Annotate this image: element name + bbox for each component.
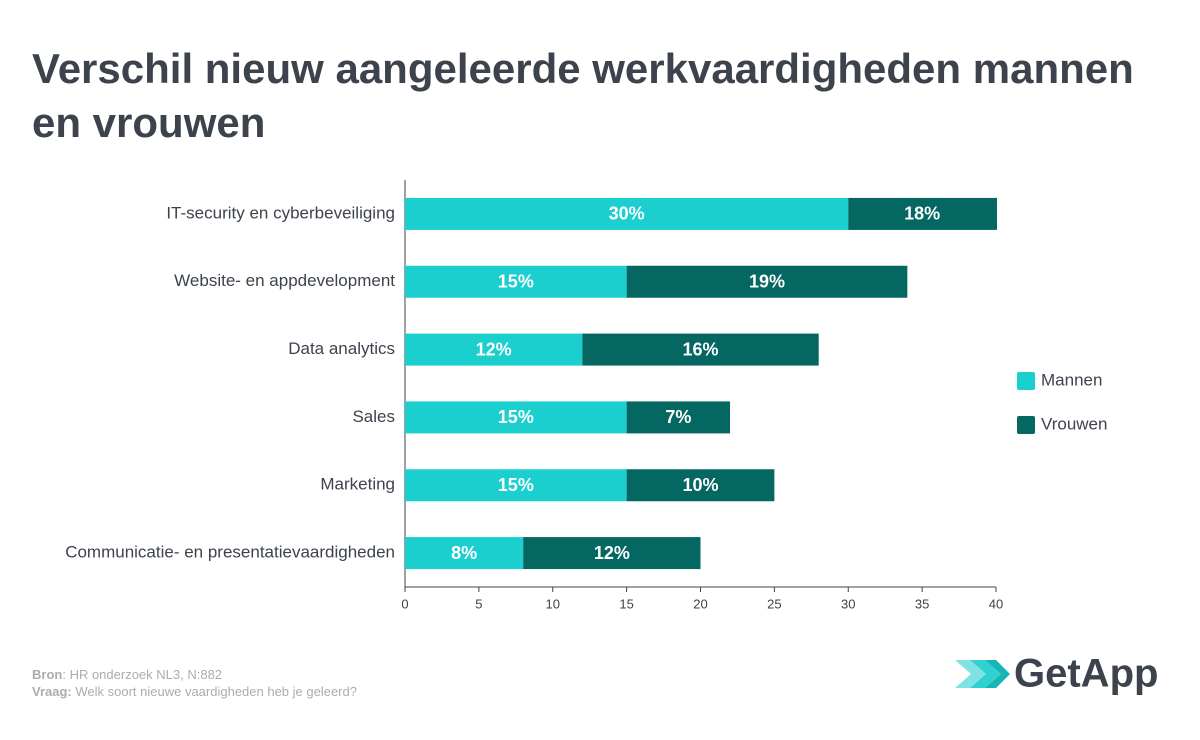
- x-tick-label: 0: [401, 596, 408, 611]
- question-text: Welk soort nieuwe vaardigheden heb je ge…: [71, 684, 357, 699]
- legend-label: Vrouwen: [1041, 414, 1107, 433]
- data-label: 8%: [451, 543, 477, 563]
- y-tick-label: Website- en appdevelopment: [174, 271, 395, 290]
- source: Bron: HR onderzoek NL3, N:882: [32, 666, 357, 683]
- x-tick-label: 15: [619, 596, 633, 611]
- x-tick-label: 20: [693, 596, 707, 611]
- x-tick-label: 10: [546, 596, 560, 611]
- data-label: 19%: [749, 272, 785, 292]
- footer: Bron: HR onderzoek NL3, N:882 Vraag: Wel…: [32, 666, 357, 700]
- data-label: 7%: [665, 407, 691, 427]
- bar-segment: [405, 197, 849, 230]
- bar-segment: [405, 537, 524, 570]
- x-tick-label: 35: [915, 596, 929, 611]
- bar-segment: [848, 197, 997, 230]
- bar-segment: [405, 469, 627, 502]
- data-label: 15%: [498, 272, 534, 292]
- bar-segment: [405, 265, 627, 298]
- y-tick-label: Data analytics: [288, 339, 395, 358]
- bar-segment: [405, 401, 627, 434]
- data-label: 12%: [476, 339, 512, 359]
- data-label: 10%: [682, 475, 718, 495]
- legend-label: Mannen: [1041, 370, 1102, 389]
- y-tick-label: Sales: [352, 407, 395, 426]
- legend-swatch: [1017, 372, 1035, 390]
- y-tick-label: IT-security en cyberbeveiliging: [166, 203, 395, 222]
- source-label: Bron: [32, 667, 63, 682]
- source-text: : HR onderzoek NL3, N:882: [62, 667, 223, 682]
- y-tick-label: Marketing: [320, 475, 395, 494]
- bar-segment: [582, 333, 819, 366]
- logo-text: GetApp: [1014, 652, 1158, 696]
- data-label: 12%: [594, 543, 630, 563]
- logo-icon: [955, 660, 1010, 688]
- data-label: 15%: [498, 407, 534, 427]
- bars: [405, 197, 997, 570]
- y-tick-label: Communicatie- en presentatievaardigheden: [65, 543, 395, 562]
- bar-segment: [523, 537, 701, 570]
- x-tick-label: 40: [989, 596, 1003, 611]
- data-label: 18%: [904, 204, 940, 224]
- x-tick-label: 30: [841, 596, 855, 611]
- question: Vraag: Welk soort nieuwe vaardigheden he…: [32, 683, 357, 700]
- x-tick-label: 5: [475, 596, 482, 611]
- data-label: 16%: [682, 339, 718, 359]
- question-label: Vraag:: [32, 684, 72, 699]
- data-label: 15%: [498, 475, 534, 495]
- chart-title: Verschil nieuw aangeleerde werkvaardighe…: [32, 45, 1134, 146]
- legend-swatch: [1017, 416, 1035, 434]
- bar-segment: [626, 469, 775, 502]
- data-label: 30%: [609, 204, 645, 224]
- bar-segment: [626, 265, 908, 298]
- x-tick-label: 25: [767, 596, 781, 611]
- bar-segment: [626, 401, 731, 434]
- bar-segment: [405, 333, 583, 366]
